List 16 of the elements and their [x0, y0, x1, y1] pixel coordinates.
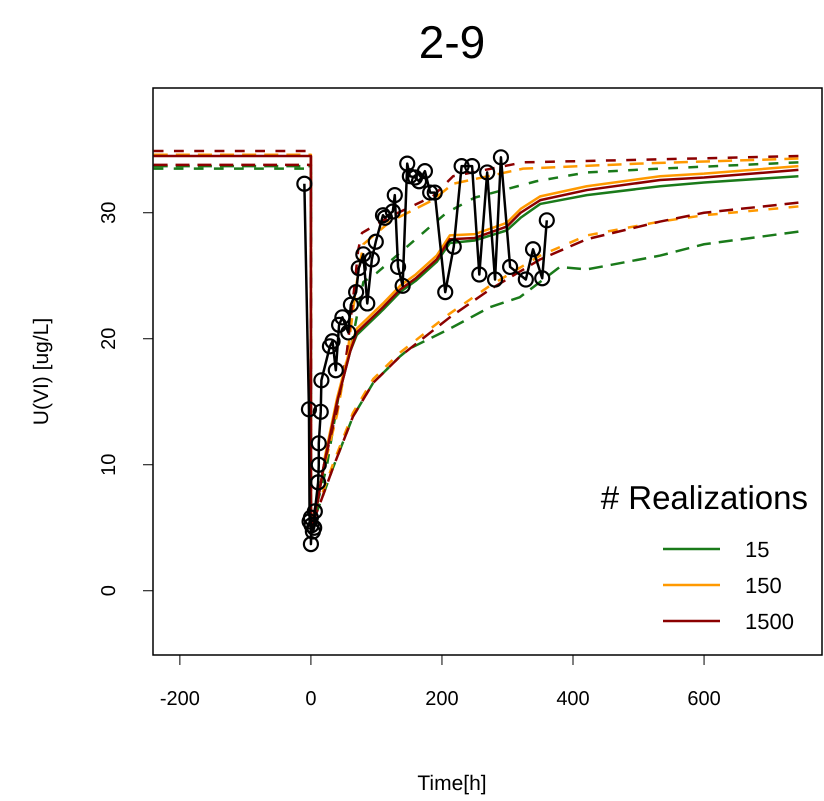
x-tick-label: 600	[687, 688, 721, 710]
legend-title: # Realizations	[600, 479, 808, 516]
y-tick-label: 20	[98, 328, 120, 350]
x-tick-label: 200	[425, 688, 459, 710]
y-axis-title: U(VI) [ug/L]	[30, 318, 53, 426]
legend-label: 150	[745, 573, 782, 598]
legend-label: 15	[745, 537, 770, 562]
x-axis-title: Time[h]	[417, 772, 487, 795]
x-tick-label: 400	[556, 688, 590, 710]
x-tick-label: 0	[305, 688, 316, 710]
y-tick-label: 30	[98, 202, 120, 224]
y-tick-label: 0	[98, 585, 120, 596]
chart-title: 2-9	[418, 16, 486, 68]
x-tick-label: -200	[160, 688, 200, 710]
y-tick-label: 10	[98, 454, 120, 476]
legend-label: 1500	[745, 609, 794, 634]
